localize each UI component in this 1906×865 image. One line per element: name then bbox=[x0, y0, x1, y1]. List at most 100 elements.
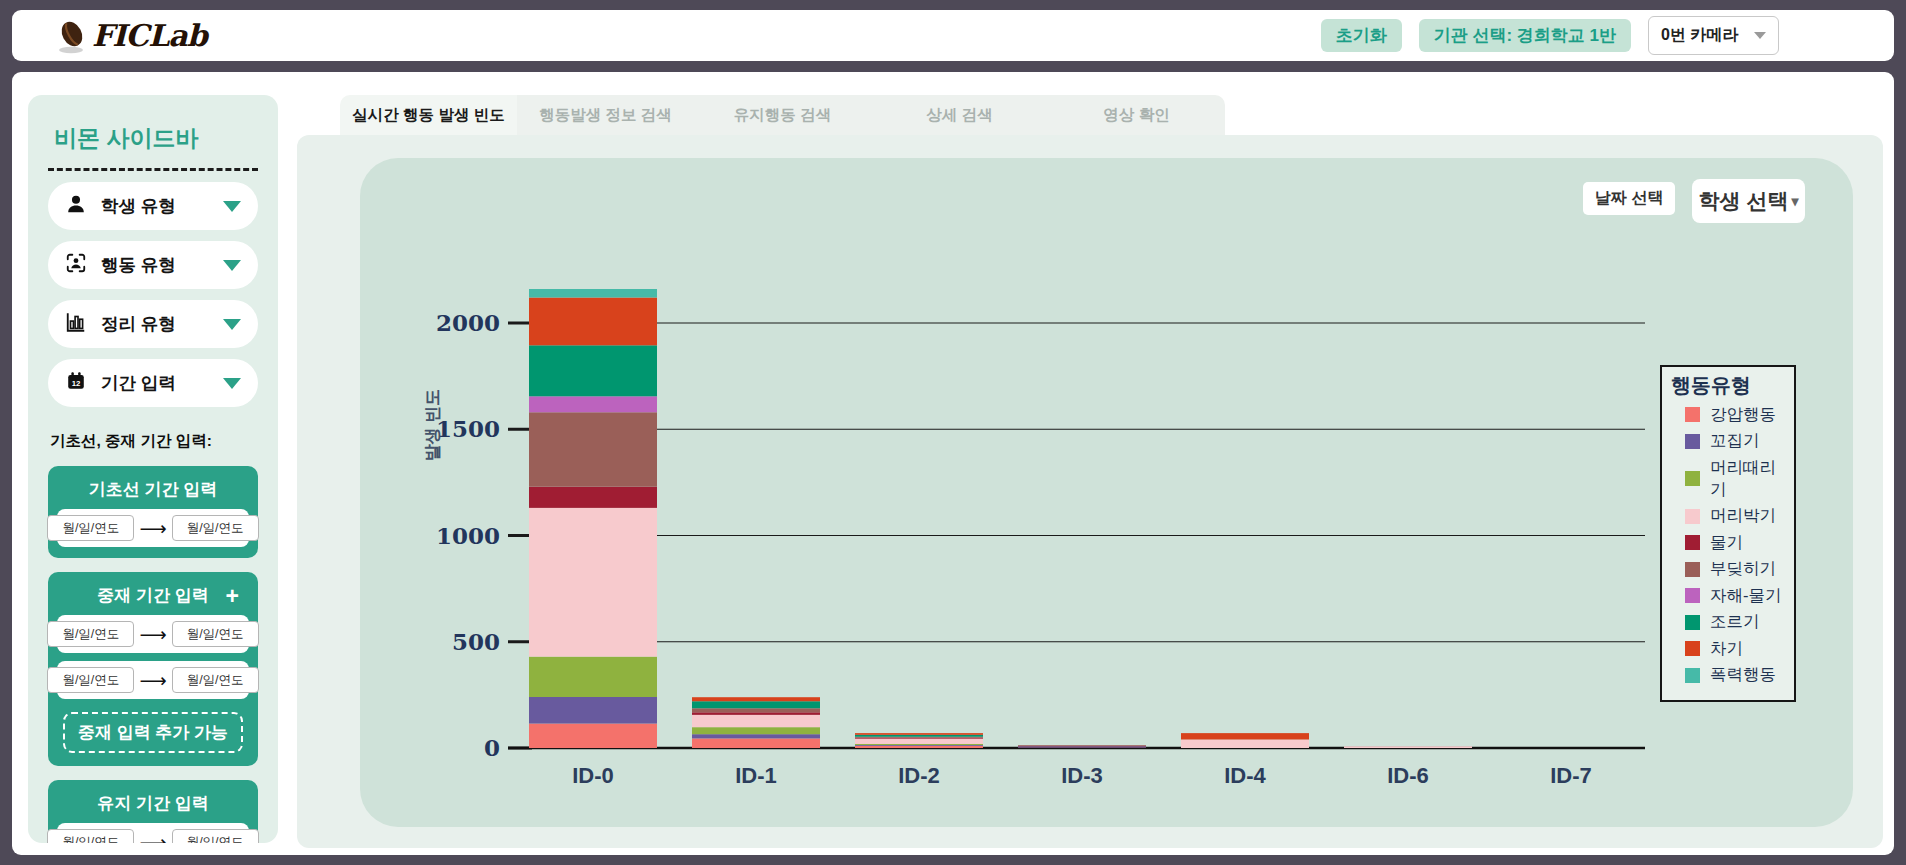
coffee-bean-icon bbox=[54, 17, 90, 55]
legend-item: 조르기 bbox=[1685, 611, 1786, 633]
camera-select[interactable]: 0번 카메라 bbox=[1648, 16, 1779, 55]
baseline-card-title: 기초선 기간 입력 bbox=[57, 478, 249, 501]
legend-swatch bbox=[1685, 407, 1700, 422]
bar-segment-ID-2-차기 bbox=[855, 733, 983, 735]
bar-segment-ID-0-머리박기 bbox=[529, 508, 657, 657]
legend-swatch bbox=[1685, 615, 1700, 630]
bar-segment-ID-0-부딪히기 bbox=[529, 412, 657, 486]
add-intervention-button[interactable]: 중재 입력 추가 가능 bbox=[63, 712, 243, 753]
chevron-down-icon bbox=[223, 378, 241, 389]
sidebar-item-1[interactable]: 행동 유형 bbox=[48, 241, 258, 289]
calendar-icon: 12 bbox=[65, 370, 87, 396]
x-label-ID-3: ID-3 bbox=[1061, 763, 1103, 788]
baseline-period-card: 기초선 기간 입력 ⟶ bbox=[48, 466, 258, 558]
maintain-end-input[interactable] bbox=[172, 829, 259, 843]
tab-2[interactable]: 유지행동 검색 bbox=[694, 95, 871, 135]
legend-swatch bbox=[1685, 668, 1700, 683]
sidebar-item-0[interactable]: 학생 유형 bbox=[48, 182, 258, 230]
legend-item: 강압행동 bbox=[1685, 404, 1786, 426]
content-area: 날짜 선택 학생 선택 ▾ 0500100015002000ID-0ID-1ID… bbox=[297, 135, 1883, 848]
bar-segment-ID-3-부딪히기 bbox=[1018, 745, 1146, 746]
sidebar-item-2[interactable]: 정리 유형 bbox=[48, 300, 258, 348]
bar-segment-ID-1-머리박기 bbox=[692, 715, 820, 727]
maintain-date-range-row: ⟶ bbox=[57, 823, 249, 843]
legend-swatch bbox=[1685, 509, 1700, 524]
legend-item: 물기 bbox=[1685, 532, 1786, 554]
x-label-ID-7: ID-7 bbox=[1550, 763, 1592, 788]
x-label-ID-0: ID-0 bbox=[572, 763, 614, 788]
svg-text:0: 0 bbox=[484, 734, 500, 761]
legend-label: 머리박기 bbox=[1710, 505, 1776, 527]
tab-4[interactable]: 영상 확인 bbox=[1048, 95, 1225, 135]
bar-segment-ID-2-강압행동 bbox=[855, 746, 983, 748]
legend-item: 자해-물기 bbox=[1685, 585, 1786, 607]
baseline-end-input[interactable] bbox=[172, 515, 259, 541]
legend-label: 물기 bbox=[1710, 532, 1743, 554]
bar-segment-ID-2-부딪히기 bbox=[855, 737, 983, 738]
chevron-down-icon bbox=[1754, 32, 1766, 39]
chevron-down-icon bbox=[223, 260, 241, 271]
intervention-date-range-row-2: ⟶ bbox=[57, 661, 249, 699]
reset-button[interactable]: 초기화 bbox=[1321, 19, 1402, 52]
maintain-card-title: 유지 기간 입력 bbox=[57, 792, 249, 815]
bar-segment-ID-3-물기 bbox=[1018, 746, 1146, 747]
legend-swatch bbox=[1685, 641, 1700, 656]
svg-text:500: 500 bbox=[452, 628, 500, 655]
header: FICLab 초기화 기관 선택: 경희학교 1반 0번 카메라 bbox=[12, 10, 1894, 61]
x-label-ID-4: ID-4 bbox=[1224, 763, 1266, 788]
bar-segment-ID-2-머리박기 bbox=[855, 739, 983, 744]
svg-text:2000: 2000 bbox=[436, 309, 500, 336]
camera-select-value: 0번 카메라 bbox=[1661, 25, 1738, 46]
svg-text:12: 12 bbox=[72, 379, 81, 388]
legend-label: 폭력행동 bbox=[1710, 664, 1776, 686]
x-label-ID-6: ID-6 bbox=[1387, 763, 1429, 788]
face-scan-icon bbox=[65, 252, 87, 278]
baseline-start-input[interactable] bbox=[47, 515, 134, 541]
legend-label: 차기 bbox=[1710, 638, 1743, 660]
legend-label: 부딪히기 bbox=[1710, 558, 1776, 580]
maintain-start-input[interactable] bbox=[47, 829, 134, 843]
org-select-button[interactable]: 기관 선택: 경희학교 1반 bbox=[1419, 19, 1631, 52]
y-axis-label: 발생 빈도 bbox=[423, 389, 442, 462]
tab-0[interactable]: 실시간 행동 발생 빈도 bbox=[340, 95, 517, 135]
chevron-down-icon bbox=[223, 319, 241, 330]
tab-1[interactable]: 행동발생 정보 검색 bbox=[517, 95, 694, 135]
bar-segment-ID-4-머리박기 bbox=[1181, 740, 1309, 749]
sidebar-item-3[interactable]: 12기간 입력 bbox=[48, 359, 258, 407]
logo: FICLab bbox=[54, 17, 207, 55]
bar-segment-ID-1-차기 bbox=[692, 697, 820, 701]
arrow-right-icon: ⟶ bbox=[139, 671, 166, 690]
legend-item: 꼬집기 bbox=[1685, 430, 1786, 452]
bar-segment-ID-0-차기 bbox=[529, 298, 657, 346]
intervention2-end-input[interactable] bbox=[172, 667, 259, 693]
legend-item: 부딪히기 bbox=[1685, 558, 1786, 580]
bar-segment-ID-1-강압행동 bbox=[692, 738, 820, 748]
baseline-date-range-row: ⟶ bbox=[57, 509, 249, 547]
maintain-period-card: 유지 기간 입력 ⟶ bbox=[48, 780, 258, 843]
bar-segment-ID-1-머리때리기 bbox=[692, 727, 820, 734]
chart-legend: 행동유형 강압행동꼬집기머리때리기머리박기물기부딪히기자해-물기조르기차기폭력행… bbox=[1660, 365, 1796, 702]
sidebar-item-label: 학생 유형 bbox=[101, 194, 176, 218]
bar-segment-ID-0-폭력행동 bbox=[529, 289, 657, 298]
intervention1-start-input[interactable] bbox=[47, 621, 134, 647]
bar-segment-ID-0-머리때리기 bbox=[529, 657, 657, 697]
legend-swatch bbox=[1685, 434, 1700, 449]
intervention2-start-input[interactable] bbox=[47, 667, 134, 693]
tab-3[interactable]: 상세 검색 bbox=[871, 95, 1048, 135]
bar-segment-ID-4-차기 bbox=[1181, 733, 1309, 739]
stacked-bar-chart: 0500100015002000ID-0ID-1ID-2ID-3ID-4ID-6… bbox=[360, 158, 1853, 827]
legend-label: 자해-물기 bbox=[1710, 585, 1782, 607]
divider bbox=[48, 168, 258, 171]
arrow-right-icon: ⟶ bbox=[139, 833, 166, 844]
intervention1-end-input[interactable] bbox=[172, 621, 259, 647]
legend-item: 머리때리기 bbox=[1685, 457, 1786, 501]
app-root: FICLab 초기화 기관 선택: 경희학교 1반 0번 카메라 비몬 사이드바… bbox=[0, 0, 1906, 865]
legend-item: 폭력행동 bbox=[1685, 664, 1786, 686]
legend-swatch bbox=[1685, 471, 1700, 486]
intervention-card-title: 중재 기간 입력 bbox=[57, 584, 249, 607]
add-period-icon[interactable]: + bbox=[226, 583, 239, 610]
sidebar-title: 비몬 사이드바 bbox=[54, 123, 258, 154]
bar-segment-ID-1-꼬집기 bbox=[692, 734, 820, 738]
bar-segment-ID-2-머리때리기 bbox=[855, 744, 983, 745]
sidebar-item-label: 정리 유형 bbox=[101, 312, 176, 336]
